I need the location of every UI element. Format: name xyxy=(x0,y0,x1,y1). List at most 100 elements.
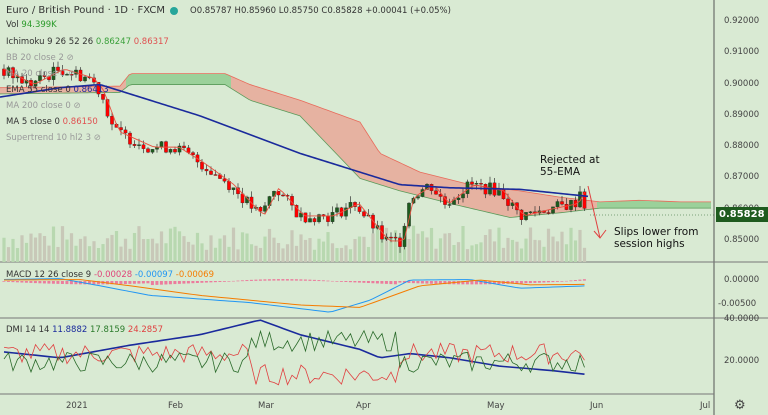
dmi-plus-line xyxy=(3,342,585,386)
candle xyxy=(96,82,101,95)
ichimoku-cloud-segment xyxy=(228,74,231,89)
legend-dmi[interactable]: DMI 14 14 11.8882 17.8159 24.2857 xyxy=(6,325,163,335)
ichimoku-cloud-segment xyxy=(546,194,549,215)
macd-histogram-bar xyxy=(20,281,24,283)
volume-bar xyxy=(564,244,569,262)
volume-bar xyxy=(2,237,6,262)
volume-bar xyxy=(456,242,461,262)
ichimoku-cloud-segment xyxy=(363,126,366,181)
candle xyxy=(330,212,335,222)
hidden-eye-icon[interactable]: ⊘ xyxy=(68,69,76,79)
candle xyxy=(263,205,267,212)
volume-bar xyxy=(542,246,546,262)
candle xyxy=(137,144,141,146)
candle xyxy=(159,141,164,148)
macd-histogram-bar xyxy=(128,281,132,284)
hidden-eye-icon[interactable]: ⊘ xyxy=(93,133,101,143)
volume-bar xyxy=(474,244,479,262)
legend-supertrend[interactable]: Supertrend 10 hl2 3 ⊘ xyxy=(6,133,101,143)
volume-bar xyxy=(375,227,380,262)
symbol-title[interactable]: Euro / British Pound · 1D · FXCM xyxy=(6,5,166,16)
legend-bb[interactable]: BB 20 close 2 ⊘ xyxy=(6,53,74,63)
macd-histogram-bar xyxy=(137,281,141,284)
legend-ma200[interactable]: MA 200 close 0 ⊘ xyxy=(6,101,81,111)
macd-histogram-bar xyxy=(461,281,465,285)
candle xyxy=(227,181,231,190)
candle xyxy=(209,170,213,175)
macd-histogram-bar xyxy=(330,280,334,282)
ichimoku-cloud-segment xyxy=(213,73,216,85)
legend-macd[interactable]: MACD 12 26 close 9 -0.00028 -0.00097 -0.… xyxy=(6,270,214,280)
legend-vol[interactable]: Vol 94.399K xyxy=(6,20,57,30)
annotation-slips[interactable]: Slips lower from session highs xyxy=(614,226,698,250)
volume-bar xyxy=(56,246,60,262)
macd-histogram-bar xyxy=(375,281,379,284)
candle xyxy=(461,193,465,199)
macd-histogram-bar xyxy=(186,281,190,284)
ichimoku-cloud-segment xyxy=(66,86,69,94)
candle xyxy=(303,212,308,223)
legend-ma5[interactable]: MA 5 close 0 0.86150 xyxy=(6,117,98,127)
legend-ichimoku[interactable]: Ichimoku 9 26 52 26 0.86247 0.86317 xyxy=(6,37,169,47)
ichimoku-cloud-segment xyxy=(24,87,27,94)
ichimoku-cloud-segment xyxy=(276,92,279,110)
candle xyxy=(146,148,150,153)
volume-bar xyxy=(119,246,123,262)
macd-histogram-bar xyxy=(429,281,433,284)
volume-bar xyxy=(254,245,258,262)
hidden-eye-icon[interactable]: ⊘ xyxy=(66,53,74,63)
candle xyxy=(20,76,24,84)
macd-histogram-bar xyxy=(384,281,388,284)
volume-bar xyxy=(11,238,15,262)
volume-bar xyxy=(159,231,164,262)
ichimoku-cloud-segment xyxy=(348,117,351,170)
volume-bar xyxy=(339,247,344,262)
volume-bar xyxy=(231,227,236,262)
volume-bar xyxy=(555,241,560,262)
ichimoku-cloud-segment xyxy=(330,111,333,151)
legend-ema55[interactable]: EMA 55 close 0 0.86413 xyxy=(6,85,109,95)
ichimoku-cloud-segment xyxy=(327,110,330,148)
ichimoku-cloud-segment xyxy=(408,166,411,194)
candle xyxy=(123,129,128,134)
ema55-line xyxy=(0,83,589,198)
candle xyxy=(564,204,569,210)
macd-histogram-bar xyxy=(294,279,298,281)
volume-bar xyxy=(128,248,132,262)
ichimoku-cloud-segment xyxy=(3,87,6,94)
macd-histogram-bar xyxy=(114,281,118,285)
candle xyxy=(38,75,42,82)
candle xyxy=(470,181,474,185)
time-axis-label: Jul xyxy=(700,401,711,411)
ichimoku-cloud-segment xyxy=(150,73,153,85)
annotation-line: Rejected at xyxy=(540,154,600,166)
macd-histogram-bar xyxy=(357,281,361,283)
volume-bar xyxy=(465,249,470,262)
macd-histogram-bar xyxy=(29,281,33,283)
macd-histogram-bar xyxy=(254,279,258,281)
candle xyxy=(546,212,551,214)
macd-histogram-bar xyxy=(33,281,37,284)
legend-label: EMA 55 close 0 xyxy=(6,85,71,95)
candle xyxy=(78,69,83,82)
ichimoku-cloud-segment xyxy=(204,73,207,85)
macd-histogram-bar xyxy=(578,279,582,281)
macd-histogram-bar xyxy=(438,281,442,285)
macd-histogram-bar xyxy=(312,279,316,281)
annotation-rejected[interactable]: Rejected at 55-EMA xyxy=(540,154,600,178)
ichimoku-cloud-segment xyxy=(678,201,681,209)
volume-bar xyxy=(420,231,425,262)
macd-histogram-bar xyxy=(15,281,19,283)
volume-bar xyxy=(366,246,371,262)
ichimoku-cloud-segment xyxy=(9,87,12,94)
legend-value: -0.00069 xyxy=(175,270,214,280)
settings-gear-icon[interactable]: ⚙ xyxy=(734,398,746,413)
candle xyxy=(578,191,582,208)
hidden-eye-icon[interactable]: ⊘ xyxy=(73,101,81,111)
volume-bar xyxy=(240,232,245,262)
macd-histogram-bar xyxy=(402,281,406,283)
macd-histogram-bar xyxy=(110,281,114,285)
legend-ma20[interactable]: MA 20 close 0 ⊘ xyxy=(6,69,75,79)
candle xyxy=(317,214,321,223)
